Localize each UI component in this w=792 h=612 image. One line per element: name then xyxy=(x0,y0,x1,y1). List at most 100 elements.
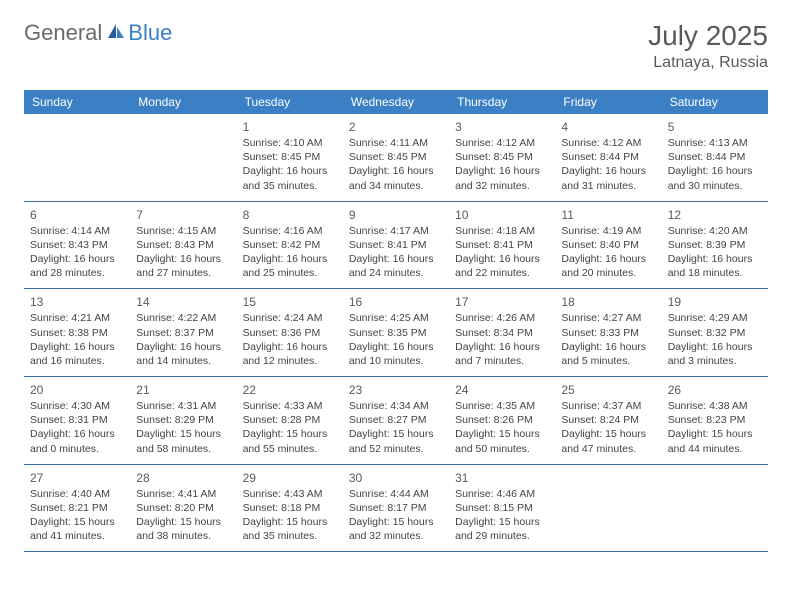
day-cell: 5Sunrise: 4:13 AMSunset: 8:44 PMDaylight… xyxy=(662,114,768,201)
week-row: 27Sunrise: 4:40 AMSunset: 8:21 PMDayligh… xyxy=(24,464,768,552)
day-number: 27 xyxy=(30,469,124,487)
day-number: 26 xyxy=(668,381,762,399)
day-number: 19 xyxy=(668,293,762,311)
day-info: Sunrise: 4:43 AMSunset: 8:18 PMDaylight:… xyxy=(243,487,337,544)
day-number: 3 xyxy=(455,118,549,136)
day-info: Sunrise: 4:41 AMSunset: 8:20 PMDaylight:… xyxy=(136,487,230,544)
day-cell: 27Sunrise: 4:40 AMSunset: 8:21 PMDayligh… xyxy=(24,464,130,552)
day-info: Sunrise: 4:22 AMSunset: 8:37 PMDaylight:… xyxy=(136,311,230,368)
day-info: Sunrise: 4:11 AMSunset: 8:45 PMDaylight:… xyxy=(349,136,443,193)
day-number: 7 xyxy=(136,206,230,224)
day-info: Sunrise: 4:19 AMSunset: 8:40 PMDaylight:… xyxy=(561,224,655,281)
day-cell: 20Sunrise: 4:30 AMSunset: 8:31 PMDayligh… xyxy=(24,377,130,465)
day-cell: 7Sunrise: 4:15 AMSunset: 8:43 PMDaylight… xyxy=(130,201,236,289)
day-number: 21 xyxy=(136,381,230,399)
day-cell: 19Sunrise: 4:29 AMSunset: 8:32 PMDayligh… xyxy=(662,289,768,377)
day-cell: 24Sunrise: 4:35 AMSunset: 8:26 PMDayligh… xyxy=(449,377,555,465)
logo-text-blue: Blue xyxy=(128,20,172,46)
day-info: Sunrise: 4:44 AMSunset: 8:17 PMDaylight:… xyxy=(349,487,443,544)
day-info: Sunrise: 4:35 AMSunset: 8:26 PMDaylight:… xyxy=(455,399,549,456)
day-header: Tuesday xyxy=(237,90,343,114)
day-cell: 2Sunrise: 4:11 AMSunset: 8:45 PMDaylight… xyxy=(343,114,449,201)
day-info: Sunrise: 4:18 AMSunset: 8:41 PMDaylight:… xyxy=(455,224,549,281)
day-cell: 16Sunrise: 4:25 AMSunset: 8:35 PMDayligh… xyxy=(343,289,449,377)
day-info: Sunrise: 4:25 AMSunset: 8:35 PMDaylight:… xyxy=(349,311,443,368)
day-cell: 29Sunrise: 4:43 AMSunset: 8:18 PMDayligh… xyxy=(237,464,343,552)
day-cell: 26Sunrise: 4:38 AMSunset: 8:23 PMDayligh… xyxy=(662,377,768,465)
day-info: Sunrise: 4:12 AMSunset: 8:44 PMDaylight:… xyxy=(561,136,655,193)
day-info: Sunrise: 4:24 AMSunset: 8:36 PMDaylight:… xyxy=(243,311,337,368)
month-title: July 2025 xyxy=(648,20,768,52)
week-row: 13Sunrise: 4:21 AMSunset: 8:38 PMDayligh… xyxy=(24,289,768,377)
title-block: July 2025 Latnaya, Russia xyxy=(648,20,768,72)
day-number: 12 xyxy=(668,206,762,224)
day-cell: 14Sunrise: 4:22 AMSunset: 8:37 PMDayligh… xyxy=(130,289,236,377)
day-number: 20 xyxy=(30,381,124,399)
day-info: Sunrise: 4:46 AMSunset: 8:15 PMDaylight:… xyxy=(455,487,549,544)
day-info: Sunrise: 4:33 AMSunset: 8:28 PMDaylight:… xyxy=(243,399,337,456)
day-cell: 25Sunrise: 4:37 AMSunset: 8:24 PMDayligh… xyxy=(555,377,661,465)
day-info: Sunrise: 4:38 AMSunset: 8:23 PMDaylight:… xyxy=(668,399,762,456)
day-number: 13 xyxy=(30,293,124,311)
location-text: Latnaya, Russia xyxy=(648,54,768,72)
day-cell xyxy=(24,114,130,201)
logo-text-general: General xyxy=(24,20,102,46)
day-cell: 3Sunrise: 4:12 AMSunset: 8:45 PMDaylight… xyxy=(449,114,555,201)
day-info: Sunrise: 4:34 AMSunset: 8:27 PMDaylight:… xyxy=(349,399,443,456)
day-info: Sunrise: 4:21 AMSunset: 8:38 PMDaylight:… xyxy=(30,311,124,368)
calendar-table: Sunday Monday Tuesday Wednesday Thursday… xyxy=(24,90,768,552)
day-info: Sunrise: 4:10 AMSunset: 8:45 PMDaylight:… xyxy=(243,136,337,193)
day-header: Saturday xyxy=(662,90,768,114)
day-info: Sunrise: 4:15 AMSunset: 8:43 PMDaylight:… xyxy=(136,224,230,281)
day-cell: 21Sunrise: 4:31 AMSunset: 8:29 PMDayligh… xyxy=(130,377,236,465)
day-info: Sunrise: 4:37 AMSunset: 8:24 PMDaylight:… xyxy=(561,399,655,456)
day-cell: 9Sunrise: 4:17 AMSunset: 8:41 PMDaylight… xyxy=(343,201,449,289)
day-number: 11 xyxy=(561,206,655,224)
week-row: 20Sunrise: 4:30 AMSunset: 8:31 PMDayligh… xyxy=(24,377,768,465)
day-info: Sunrise: 4:13 AMSunset: 8:44 PMDaylight:… xyxy=(668,136,762,193)
day-cell: 30Sunrise: 4:44 AMSunset: 8:17 PMDayligh… xyxy=(343,464,449,552)
day-cell: 15Sunrise: 4:24 AMSunset: 8:36 PMDayligh… xyxy=(237,289,343,377)
day-cell: 13Sunrise: 4:21 AMSunset: 8:38 PMDayligh… xyxy=(24,289,130,377)
day-cell: 8Sunrise: 4:16 AMSunset: 8:42 PMDaylight… xyxy=(237,201,343,289)
day-number: 18 xyxy=(561,293,655,311)
day-cell: 22Sunrise: 4:33 AMSunset: 8:28 PMDayligh… xyxy=(237,377,343,465)
day-cell: 6Sunrise: 4:14 AMSunset: 8:43 PMDaylight… xyxy=(24,201,130,289)
day-number: 5 xyxy=(668,118,762,136)
day-cell: 28Sunrise: 4:41 AMSunset: 8:20 PMDayligh… xyxy=(130,464,236,552)
day-header: Thursday xyxy=(449,90,555,114)
day-cell: 4Sunrise: 4:12 AMSunset: 8:44 PMDaylight… xyxy=(555,114,661,201)
day-number: 31 xyxy=(455,469,549,487)
day-info: Sunrise: 4:26 AMSunset: 8:34 PMDaylight:… xyxy=(455,311,549,368)
day-number: 2 xyxy=(349,118,443,136)
day-cell: 10Sunrise: 4:18 AMSunset: 8:41 PMDayligh… xyxy=(449,201,555,289)
day-number: 9 xyxy=(349,206,443,224)
day-number: 25 xyxy=(561,381,655,399)
day-number: 4 xyxy=(561,118,655,136)
day-info: Sunrise: 4:31 AMSunset: 8:29 PMDaylight:… xyxy=(136,399,230,456)
day-cell xyxy=(555,464,661,552)
day-info: Sunrise: 4:29 AMSunset: 8:32 PMDaylight:… xyxy=(668,311,762,368)
day-number: 10 xyxy=(455,206,549,224)
day-number: 6 xyxy=(30,206,124,224)
day-header-row: Sunday Monday Tuesday Wednesday Thursday… xyxy=(24,90,768,114)
day-info: Sunrise: 4:27 AMSunset: 8:33 PMDaylight:… xyxy=(561,311,655,368)
day-cell xyxy=(662,464,768,552)
day-cell: 12Sunrise: 4:20 AMSunset: 8:39 PMDayligh… xyxy=(662,201,768,289)
day-number: 17 xyxy=(455,293,549,311)
day-cell: 23Sunrise: 4:34 AMSunset: 8:27 PMDayligh… xyxy=(343,377,449,465)
day-cell: 31Sunrise: 4:46 AMSunset: 8:15 PMDayligh… xyxy=(449,464,555,552)
day-number: 16 xyxy=(349,293,443,311)
day-number: 8 xyxy=(243,206,337,224)
day-cell: 1Sunrise: 4:10 AMSunset: 8:45 PMDaylight… xyxy=(237,114,343,201)
day-number: 22 xyxy=(243,381,337,399)
day-info: Sunrise: 4:16 AMSunset: 8:42 PMDaylight:… xyxy=(243,224,337,281)
day-info: Sunrise: 4:12 AMSunset: 8:45 PMDaylight:… xyxy=(455,136,549,193)
day-cell: 18Sunrise: 4:27 AMSunset: 8:33 PMDayligh… xyxy=(555,289,661,377)
logo: General Blue xyxy=(24,20,172,46)
day-header: Sunday xyxy=(24,90,130,114)
page-header: General Blue July 2025 Latnaya, Russia xyxy=(24,20,768,72)
day-number: 23 xyxy=(349,381,443,399)
day-header: Wednesday xyxy=(343,90,449,114)
day-number: 1 xyxy=(243,118,337,136)
